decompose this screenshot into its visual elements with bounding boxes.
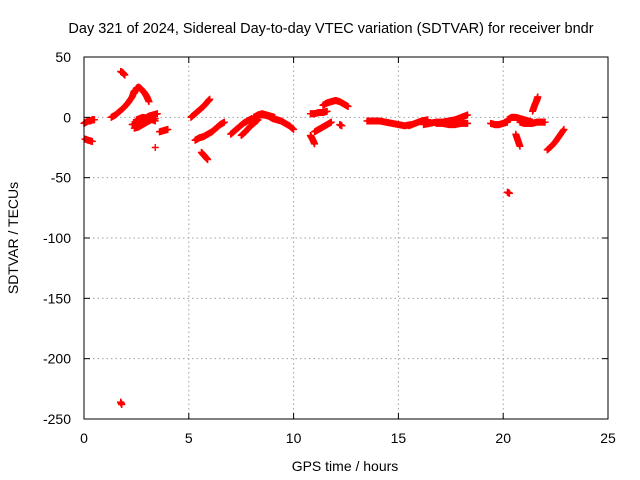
x-tick-label: 15 (391, 430, 407, 446)
y-tick-label: -200 (43, 351, 71, 367)
y-tick-label: 0 (63, 109, 71, 125)
y-tick-label: -150 (43, 290, 71, 306)
data-point (90, 116, 98, 124)
chart-title: Day 321 of 2024, Sidereal Day-to-day VTE… (68, 21, 593, 37)
x-tick-label: 20 (495, 430, 511, 446)
data-point (464, 119, 472, 127)
data-point (271, 113, 279, 121)
data-point (204, 156, 212, 164)
data-point (145, 98, 153, 106)
data-point (151, 117, 159, 125)
data-point (560, 125, 568, 133)
x-tick-label: 25 (600, 430, 616, 446)
y-axis-label: SDTVAR / TECUs (5, 182, 21, 294)
data-points (80, 67, 568, 409)
data-point (153, 110, 161, 118)
data-point (290, 125, 298, 133)
data-point (220, 118, 228, 126)
data-point (311, 140, 319, 148)
axis-ticks: 0 5 10 15 20 25 50 0 -50 -100 -150 -200 -250 (43, 49, 616, 446)
x-tick-label: 10 (286, 430, 302, 446)
data-point (118, 401, 126, 409)
data-point (344, 102, 352, 110)
data-point (534, 93, 542, 101)
x-tick-label: 0 (80, 430, 88, 446)
data-point (541, 118, 549, 126)
data-point (164, 125, 172, 133)
x-axis-label: GPS time / hours (292, 458, 399, 474)
data-point (88, 137, 96, 145)
data-point (327, 118, 335, 126)
data-point (323, 107, 331, 115)
y-tick-label: -250 (43, 411, 71, 427)
x-tick-label: 5 (185, 430, 193, 446)
data-point (464, 111, 472, 119)
data-point (151, 144, 159, 151)
data-point (338, 122, 346, 130)
y-tick-label: -100 (43, 230, 71, 246)
data-point (516, 142, 524, 150)
y-tick-label: -50 (51, 170, 71, 186)
data-point (121, 71, 129, 79)
y-tick-label: 50 (55, 49, 71, 65)
data-point (206, 95, 214, 103)
data-point (505, 189, 513, 197)
